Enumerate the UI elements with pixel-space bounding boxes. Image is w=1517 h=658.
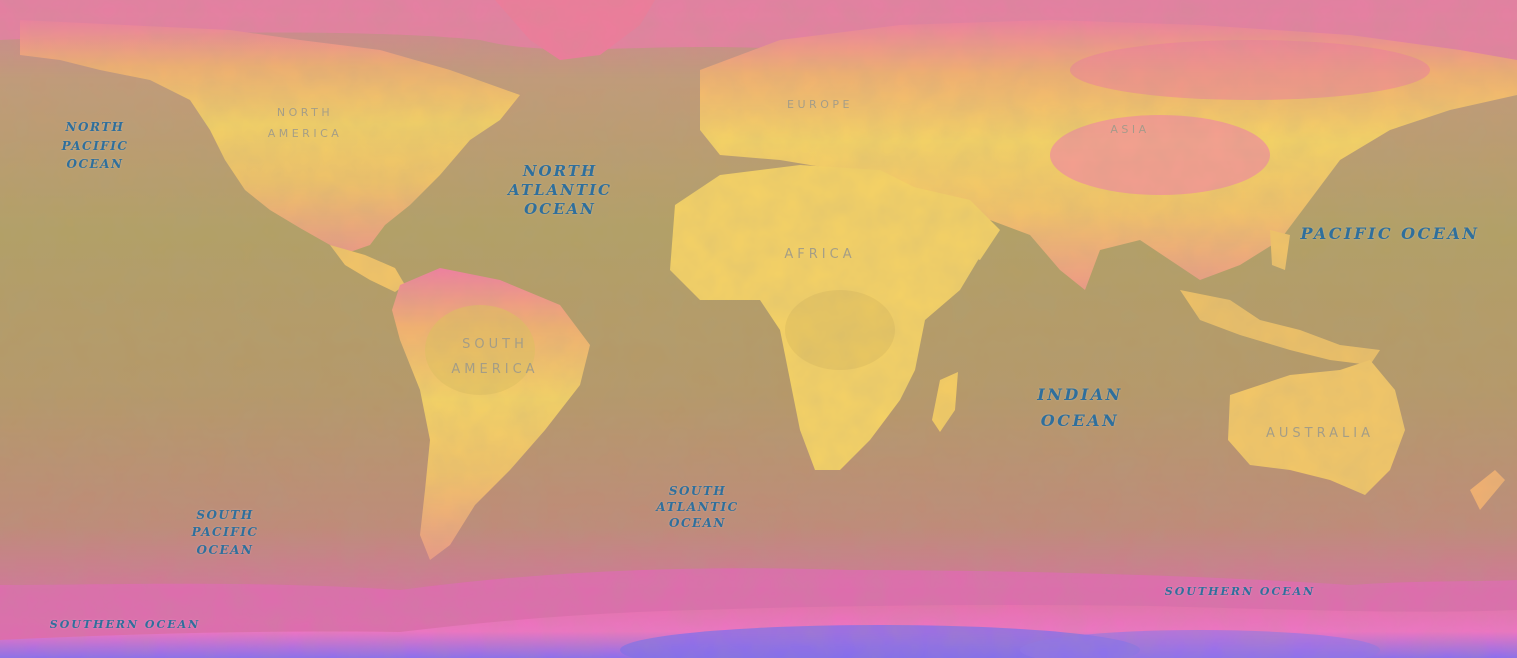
label-southern-ocean-west: SOUTHERN OCEAN bbox=[49, 618, 201, 631]
label-north-america: NORTH AMERICA bbox=[267, 106, 343, 140]
label-africa: AFRICA bbox=[784, 247, 856, 262]
label-south-atlantic-ocean: SOUTH ATLANTIC OCEAN bbox=[656, 484, 739, 531]
label-pacific-ocean: PACIFIC OCEAN bbox=[1300, 224, 1480, 243]
label-north-atlantic-ocean: NORTH ATLANTIC OCEAN bbox=[508, 162, 612, 218]
label-south-pacific-ocean: SOUTH PACIFIC OCEAN bbox=[191, 508, 259, 557]
label-north-pacific-ocean: NORTH PACIFIC OCEAN bbox=[61, 120, 129, 172]
label-indian-ocean: INDIAN OCEAN bbox=[1037, 385, 1123, 430]
label-south-america: SOUTH AMERICA bbox=[451, 337, 539, 377]
label-europe: EUROPE bbox=[787, 98, 853, 111]
label-australia: AUSTRALIA bbox=[1266, 426, 1374, 441]
label-southern-ocean-east: SOUTHERN OCEAN bbox=[1164, 585, 1316, 598]
label-asia: ASIA bbox=[1110, 123, 1150, 136]
